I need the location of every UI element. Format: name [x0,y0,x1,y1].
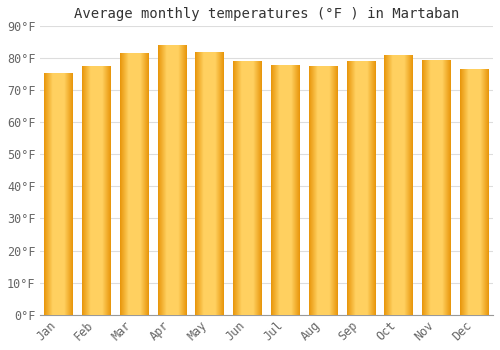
Title: Average monthly temperatures (°F ) in Martaban: Average monthly temperatures (°F ) in Ma… [74,7,459,21]
